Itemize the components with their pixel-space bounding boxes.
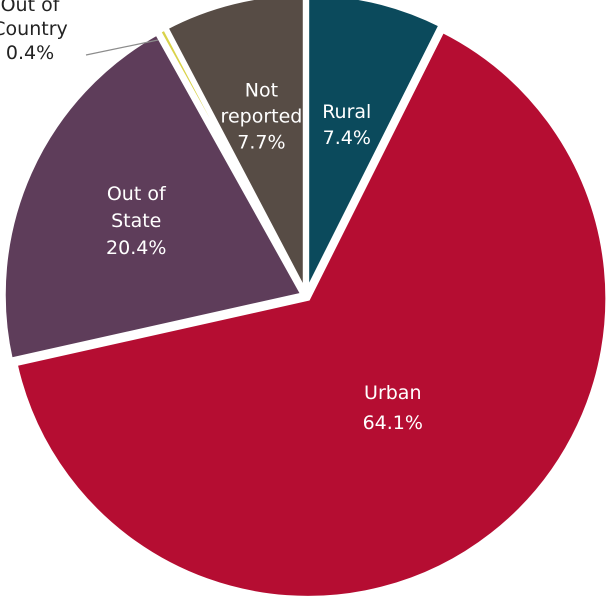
label-not-reported: Not reported 7.7%: [221, 79, 303, 153]
slice-urban: [12, 26, 611, 598]
slice-not-reported: [162, 0, 308, 295]
category-label: Country: [0, 18, 68, 40]
category-label: State: [111, 210, 161, 232]
label-out-of-country: Out of Country0.4%: [0, 0, 68, 64]
category-label: reported: [221, 105, 303, 127]
category-label: Out of: [1, 0, 61, 16]
leader-lines: [85, 39, 159, 56]
category-label: Not: [245, 79, 278, 101]
label-urban: Urban 64.1%: [363, 382, 423, 434]
leader-line-out-of-country: [85, 39, 159, 56]
slice-rural: [304, 0, 445, 295]
value-label: 7.7%: [237, 131, 285, 153]
slice-labels: Rural 7.4%Urban 64.1%Out of State 20.4%Out o…: [0, 0, 423, 434]
value-label: 20.4%: [106, 237, 166, 259]
slice-out-of-state: [0, 29, 308, 364]
category-label: Rural: [322, 101, 371, 123]
label-out-of-state: Out of State 20.4%: [106, 183, 167, 259]
value-label: 7.4%: [323, 127, 371, 149]
value-label: 0.4%: [6, 42, 54, 64]
category-label: Out of: [107, 183, 167, 205]
value-label: 64.1%: [363, 412, 423, 434]
category-label: Urban: [364, 382, 421, 404]
label-rural: Rural 7.4%: [322, 101, 371, 149]
